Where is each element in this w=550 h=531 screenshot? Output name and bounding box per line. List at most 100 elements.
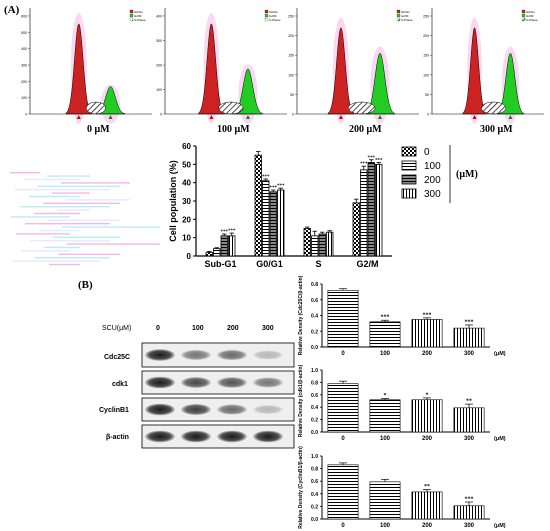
histogram-label-0: 0 μM bbox=[87, 124, 110, 135]
artifact-line bbox=[61, 182, 130, 184]
blot-band bbox=[145, 349, 175, 361]
y-tick-label: 100 bbox=[21, 96, 27, 100]
blot-band bbox=[145, 376, 175, 389]
blot-band bbox=[253, 405, 283, 414]
artifact-line bbox=[49, 263, 80, 266]
x-tick-label: 200 bbox=[422, 523, 433, 529]
y-tick-label: 0.6 bbox=[311, 393, 318, 399]
histogram-plot-area bbox=[30, 8, 152, 120]
y-tick-label: 0 bbox=[427, 113, 429, 117]
artifact-line bbox=[62, 226, 160, 228]
x-tick-label: 100 bbox=[380, 436, 391, 442]
blot-lane-300: 300 bbox=[262, 325, 274, 332]
peak-marker bbox=[472, 115, 477, 119]
y-tick-label: 250 bbox=[423, 15, 429, 19]
y-tick-label: 400 bbox=[21, 47, 27, 51]
artifact-line bbox=[48, 219, 120, 221]
x-tick-label: 100 bbox=[380, 523, 391, 529]
y-tick-label: 0.4 bbox=[311, 405, 318, 411]
blot-label-cdk1: cdk1 bbox=[112, 381, 128, 388]
significance-mark: *** bbox=[368, 156, 376, 161]
x-tick-label: G2/M bbox=[356, 259, 378, 269]
y-tick-label: 60 bbox=[182, 142, 191, 151]
blot-lane-100: 100 bbox=[192, 325, 204, 332]
blot-band bbox=[181, 349, 211, 361]
significance-mark: *** bbox=[360, 162, 368, 167]
significance-mark: *** bbox=[277, 184, 285, 189]
density-bar-100 bbox=[369, 321, 401, 348]
blot-lane-200: 200 bbox=[227, 325, 239, 332]
artifact-line bbox=[67, 243, 160, 245]
artifact-line bbox=[52, 192, 90, 194]
density-bar-200 bbox=[411, 319, 443, 348]
y-tick-label: 200 bbox=[288, 34, 294, 38]
significance-mark: *** bbox=[465, 496, 474, 502]
density-bar-0 bbox=[327, 464, 359, 520]
histogram-plot-area bbox=[432, 8, 544, 120]
legend-swatch-300 bbox=[401, 188, 417, 199]
density-bar-0 bbox=[327, 383, 359, 433]
y-tick-label: 0 bbox=[292, 113, 294, 117]
significance-mark: *** bbox=[228, 229, 236, 234]
peak-marker bbox=[76, 115, 81, 119]
s-phase-region bbox=[481, 101, 507, 115]
artifact-line bbox=[53, 236, 120, 238]
legend-label-200: 200 bbox=[424, 175, 441, 186]
artifact-line bbox=[25, 223, 110, 225]
artifact-line bbox=[30, 240, 110, 242]
y-tick-label: 300 bbox=[21, 64, 27, 68]
bar-G2/M-100 bbox=[360, 169, 368, 257]
x-tick-label: 0 bbox=[341, 436, 345, 442]
bar-G0/G1-0 bbox=[254, 154, 262, 257]
artifact-line bbox=[66, 199, 130, 201]
bar-S-300 bbox=[326, 231, 334, 257]
significance-mark: *** bbox=[270, 186, 278, 191]
legend-label: G0/G1 bbox=[526, 10, 535, 14]
y-tick-label: 1.0 bbox=[311, 368, 318, 374]
peak-marker bbox=[209, 115, 214, 119]
y-tick-label: 20 bbox=[182, 215, 191, 224]
y-tick-label: 200 bbox=[423, 34, 429, 38]
x-tick-label: 100 bbox=[380, 351, 391, 357]
legend-swatch bbox=[521, 9, 526, 14]
legend-swatch-100 bbox=[401, 160, 417, 171]
bar-G0/G1-300 bbox=[277, 189, 285, 257]
legend-swatch bbox=[521, 13, 526, 18]
y-tick-label: 50 bbox=[425, 93, 429, 97]
legend-swatch bbox=[396, 13, 401, 18]
y-tick-label: 600 bbox=[21, 15, 27, 19]
histogram-plot-area bbox=[165, 8, 287, 120]
density-chart-2: 0.0 0.2 0.4 0.6 0.8 1.0 Relative Density (Cycl… bbox=[298, 446, 506, 529]
y-tick-label: 200 bbox=[21, 80, 27, 84]
artifact-line bbox=[20, 206, 110, 208]
y-tick-label: 0.6 bbox=[311, 298, 318, 304]
density-bar-200 bbox=[411, 491, 443, 520]
artifact-line bbox=[16, 233, 70, 235]
y-tick-label: 500 bbox=[21, 31, 27, 35]
bar-Sub-G1-0 bbox=[205, 251, 213, 257]
s-phase-region bbox=[347, 101, 376, 115]
y-tick-label: 0.2 bbox=[311, 504, 318, 510]
x-tick-label: 300 bbox=[464, 436, 475, 442]
legend-label-0: 0 bbox=[424, 147, 430, 158]
density-bar-300 bbox=[453, 407, 485, 433]
x-tick-label: Sub-G1 bbox=[204, 259, 236, 269]
significance-mark: *** bbox=[375, 159, 383, 164]
artifact-line bbox=[15, 189, 110, 191]
y-tick-label: 0.8 bbox=[311, 467, 318, 473]
y-tick-label: 150 bbox=[423, 54, 429, 58]
y-tick-label: 0.6 bbox=[311, 479, 318, 485]
y-tick-label: 400 bbox=[156, 15, 162, 19]
x-unit-label: (μM) bbox=[494, 436, 506, 442]
density-chart-1: 0.0 0.2 0.4 0.6 0.8 1.0 Relative Density (cdk1… bbox=[298, 364, 506, 442]
significance-mark: * bbox=[384, 393, 387, 399]
blot-band bbox=[217, 430, 247, 443]
significance-mark: *** bbox=[381, 315, 390, 321]
blot-band bbox=[217, 377, 247, 388]
bar-Sub-G1-100 bbox=[213, 248, 221, 257]
y-tick-label: 0 bbox=[187, 252, 192, 261]
bar-G2/M-300 bbox=[375, 163, 383, 257]
x-tick-label: 200 bbox=[422, 351, 433, 357]
legend-label: G0/G1 bbox=[269, 10, 278, 14]
